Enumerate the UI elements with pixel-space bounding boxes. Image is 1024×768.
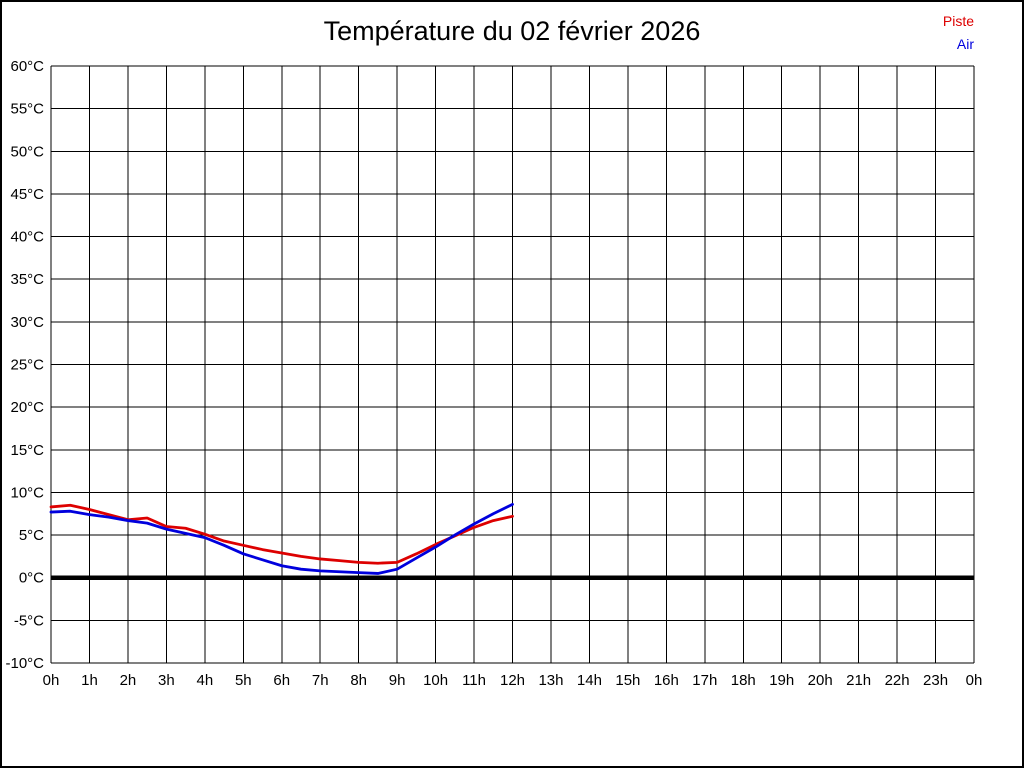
x-tick-label: 9h	[389, 672, 406, 689]
y-tick-label: 55°C	[10, 101, 44, 118]
x-tick-label: 4h	[196, 672, 213, 689]
y-tick-label: 0°C	[19, 570, 44, 587]
x-tick-label: 8h	[350, 672, 367, 689]
x-tick-label: 0h	[966, 672, 983, 689]
x-tick-label: 5h	[235, 672, 252, 689]
x-tick-label: 21h	[846, 672, 871, 689]
y-tick-label: 25°C	[10, 357, 44, 374]
x-tick-label: 10h	[423, 672, 448, 689]
legend: Piste Air	[943, 10, 974, 56]
x-tick-label: 17h	[692, 672, 717, 689]
x-tick-label: 11h	[462, 672, 486, 689]
chart-title: Température du 02 février 2026	[323, 16, 701, 46]
x-tick-label: 19h	[769, 672, 794, 689]
y-tick-label: 50°C	[10, 143, 44, 160]
y-tick-label: 15°C	[10, 442, 44, 459]
x-tick-label: 15h	[615, 672, 640, 689]
x-tick-label: 6h	[273, 672, 290, 689]
y-tick-label: 20°C	[10, 399, 44, 416]
x-tick-label: 22h	[885, 672, 910, 689]
y-tick-label: 35°C	[10, 271, 44, 288]
legend-item-piste: Piste	[942, 13, 974, 29]
x-tick-label: 14h	[577, 672, 602, 689]
x-tick-label: 1h	[81, 672, 98, 689]
x-tick-label: 18h	[731, 672, 756, 689]
x-tick-label: 23h	[923, 672, 948, 689]
y-tick-label: 10°C	[10, 484, 44, 501]
y-tick-label: 60°C	[10, 58, 44, 75]
x-tick-label: 0h	[43, 672, 60, 689]
x-tick-label: 12h	[500, 672, 525, 689]
x-tick-label: 13h	[538, 672, 563, 689]
y-tick-label: 5°C	[19, 527, 44, 544]
y-tick-label: -10°C	[5, 655, 44, 672]
x-tick-label: 2h	[120, 672, 137, 689]
y-tick-label: -5°C	[14, 612, 44, 629]
air-temperature-line	[49, 502, 514, 575]
x-tick-label: 3h	[158, 672, 175, 689]
x-tick-label: 20h	[808, 672, 833, 689]
x-tick-label: 7h	[312, 672, 329, 689]
legend-item-air: Air	[956, 36, 974, 52]
y-tick-label: 30°C	[10, 314, 44, 331]
y-tick-label: 45°C	[10, 186, 44, 203]
y-tick-label: 40°C	[10, 229, 44, 246]
x-tick-label: 16h	[654, 672, 679, 689]
